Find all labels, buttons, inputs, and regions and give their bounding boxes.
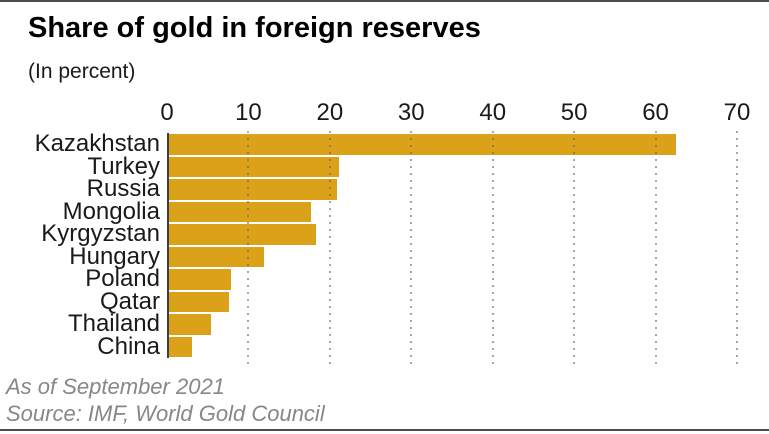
category-label: Mongolia [62,197,160,225]
category-label: Poland [85,265,160,292]
chart-title: Share of gold in foreign reserves [28,12,481,44]
bottom-rule [0,429,769,431]
bar-row [167,246,737,269]
plot-area [167,133,737,358]
chart-subtitle: (In percent) [28,60,136,83]
source-credit: Source: IMF, World Gold Council [6,401,325,426]
x-tick-label: 10 [235,99,262,126]
category-label: Kazakhstan [34,130,160,157]
bar-row [167,178,737,201]
category-labels: Kazakhstan Turkey Russia Mongolia Kyrgyzstan… [0,130,160,360]
bar-row [167,336,737,359]
bar-row [167,133,737,156]
bar [167,291,229,312]
top-rule [0,0,769,2]
bar [167,246,264,267]
bar [167,224,316,245]
category-label: Turkey [87,152,160,180]
bar-row [167,201,737,224]
bar [167,269,231,290]
x-tick-label: 70 [723,99,751,126]
bar [167,179,338,200]
bar-row [167,291,737,314]
category-label: Russia [86,175,160,202]
bar-row [167,156,737,179]
category-label: Hungary [69,242,160,270]
bar-row [167,313,737,336]
footnote: As of September 2021 [6,374,225,399]
bar [167,134,676,155]
bar-row [167,268,737,291]
bar [167,156,339,177]
bar [167,314,211,335]
x-tick-label: 20 [316,99,344,126]
x-tick-label: 0 [160,99,174,126]
bar [167,201,312,222]
x-tick-label: 30 [397,99,425,126]
category-label: Thailand [67,310,160,337]
category-label: Qatar [99,287,160,315]
x-tick-label: 50 [560,99,588,126]
category-label: Kyrgyzstan [41,220,160,247]
x-tick-label: 40 [479,99,507,126]
x-tick-label: 60 [642,99,669,126]
x-axis-ticks: 0 10 20 30 40 50 60 70 [160,99,750,127]
bar [167,336,193,357]
category-label: China [97,332,160,360]
bar-row [167,223,737,246]
